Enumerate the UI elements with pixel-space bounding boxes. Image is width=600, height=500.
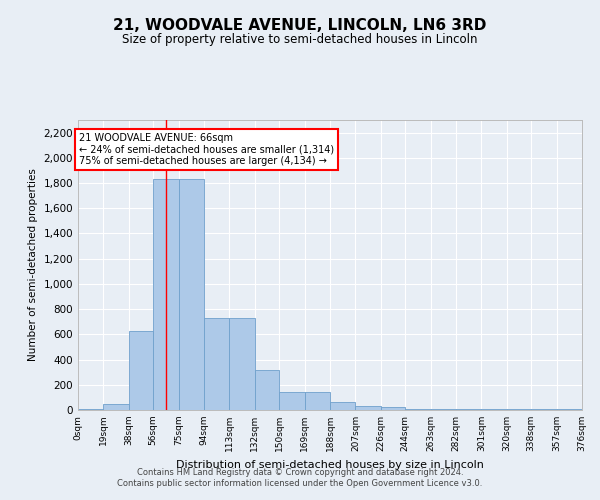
Bar bbox=[204, 318, 229, 410]
Bar bbox=[305, 392, 330, 410]
Bar bbox=[279, 392, 305, 410]
Text: Size of property relative to semi-detached houses in Lincoln: Size of property relative to semi-detach… bbox=[122, 32, 478, 46]
Bar bbox=[255, 370, 279, 410]
Y-axis label: Number of semi-detached properties: Number of semi-detached properties bbox=[28, 168, 38, 362]
Bar bbox=[153, 180, 179, 410]
Text: Contains HM Land Registry data © Crown copyright and database right 2024.
Contai: Contains HM Land Registry data © Crown c… bbox=[118, 468, 482, 487]
Bar bbox=[381, 408, 405, 410]
Bar bbox=[179, 180, 204, 410]
Text: 21, WOODVALE AVENUE, LINCOLN, LN6 3RD: 21, WOODVALE AVENUE, LINCOLN, LN6 3RD bbox=[113, 18, 487, 32]
Bar bbox=[129, 331, 153, 410]
Bar bbox=[229, 318, 255, 410]
Bar bbox=[355, 406, 381, 410]
Bar bbox=[405, 408, 431, 410]
Text: 21 WOODVALE AVENUE: 66sqm
← 24% of semi-detached houses are smaller (1,314)
75% : 21 WOODVALE AVENUE: 66sqm ← 24% of semi-… bbox=[79, 132, 334, 166]
X-axis label: Distribution of semi-detached houses by size in Lincoln: Distribution of semi-detached houses by … bbox=[176, 460, 484, 469]
Bar bbox=[103, 404, 129, 410]
Bar bbox=[330, 402, 355, 410]
